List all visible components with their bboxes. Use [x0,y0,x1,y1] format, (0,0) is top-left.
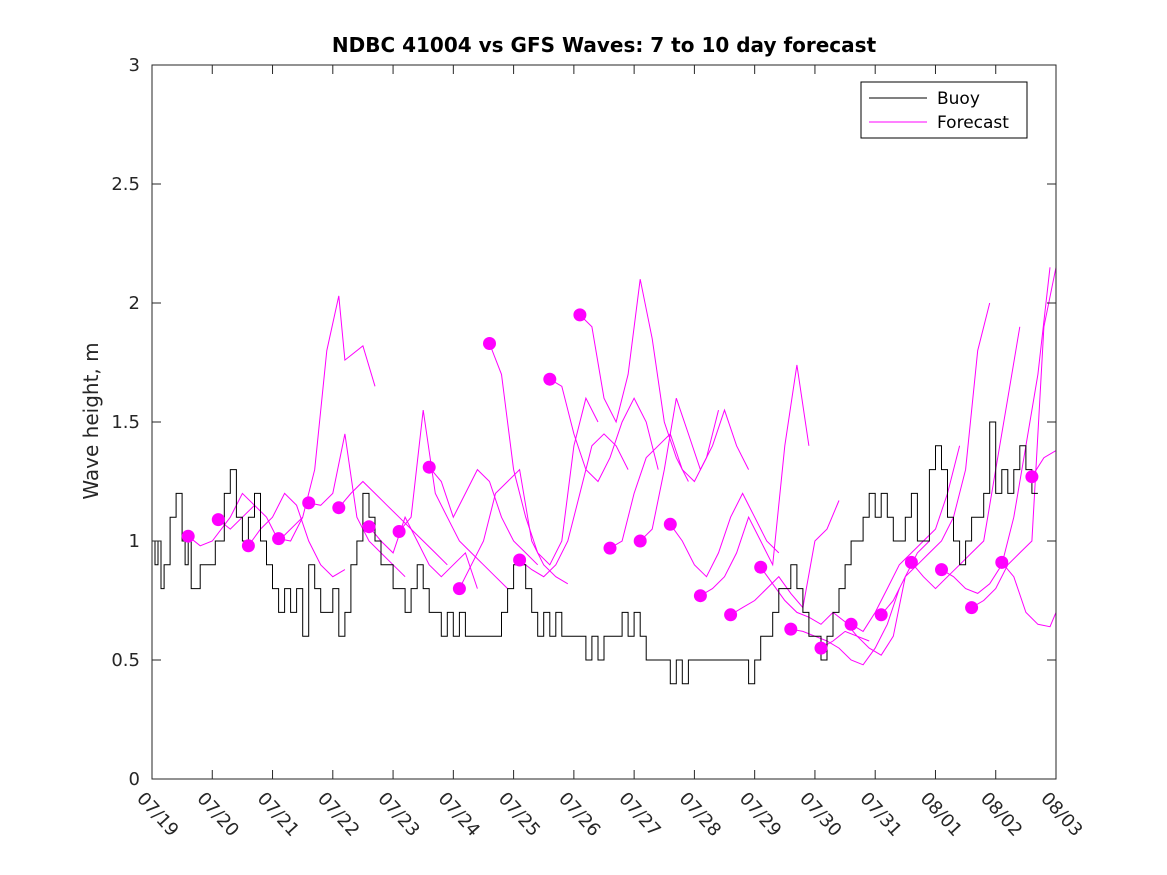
legend-forecast-label: Forecast [937,113,1009,133]
legend-box [860,81,1028,139]
x-tick-label: 07/23 [373,788,423,841]
x-tick-label: 08/01 [916,788,966,841]
forecast-start-point-14 [603,541,617,555]
forecast-line-4 [308,433,406,578]
forecast-start-point-4 [302,496,316,510]
y-tick-label: 1.5 [111,412,140,433]
forecast-start-point-3 [272,532,286,546]
y-tick-label: 0 [129,769,140,790]
forecast-line-16 [669,492,780,578]
x-tick-label: 07/29 [735,788,785,841]
forecast-line-12 [549,378,659,483]
forecast-start-point-16 [663,517,677,531]
forecast-start-point-11 [513,553,527,567]
x-tick-label: 07/21 [253,788,303,841]
y-tick-label: 3 [129,55,140,76]
x-tick-label: 07/31 [855,788,905,841]
forecast-line-18 [730,500,840,616]
x-tick-label: 08/03 [1036,788,1086,841]
forecast-start-point-10 [483,337,496,350]
x-tick-label: 08/02 [976,788,1026,841]
forecast-line-28 [1031,450,1057,477]
y-tick-label: 1 [129,531,140,552]
forecast-start-point-2 [241,539,255,553]
forecast-line-10 [489,343,599,566]
forecast-line-22 [850,445,961,633]
forecast-line-11 [519,433,629,578]
forecast-start-point-23 [874,608,888,622]
forecast-line-23 [880,302,991,616]
y-tick-label: 2 [129,293,140,314]
forecast-line-0 [187,492,255,547]
forecast-start-point-27 [995,555,1009,569]
x-tick-label: 07/27 [614,788,664,841]
forecast-start-point-8 [422,460,436,474]
forecast-start-point-6 [362,520,376,534]
chart-title: NDBC 41004 vs GFS Waves: 7 to 10 day for… [332,33,877,57]
forecast-start-point-13 [573,308,587,322]
forecast-start-point-7 [392,525,406,538]
forecast-start-point-25 [935,563,948,577]
legend-buoy-label: Buoy [937,89,980,109]
forecast-line-7 [398,410,508,589]
forecast-line-15 [639,398,750,542]
forecast-line-26 [971,267,1057,609]
x-tick-label: 07/30 [795,788,845,841]
x-tick-label: 07/24 [434,788,484,841]
forecast-start-point-5 [332,501,346,515]
x-tick-label: 07/26 [554,788,604,841]
forecast-start-point-17 [693,589,707,603]
forecast-start-point-26 [965,601,979,615]
forecast-start-point-18 [724,608,738,622]
forecast-line-25 [941,267,1051,594]
x-tick-label: 07/22 [313,788,363,841]
forecast-line-5 [338,480,448,566]
x-tick-label: 07/28 [675,788,725,841]
forecast-start-point-28 [1025,470,1039,484]
forecast-start-point-0 [181,529,195,543]
legend: Buoy Forecast [860,81,1028,139]
forecast-line-8 [428,466,539,566]
forecast-line-6 [368,515,478,589]
forecast-start-point-9 [452,582,466,596]
x-tick-label: 07/19 [132,788,182,841]
forecast-start-point-21 [814,641,828,655]
forecast-line-13 [579,279,689,482]
y-tick-label: 0.5 [111,650,140,671]
x-tick-label: 07/20 [193,788,243,841]
forecast-start-point-22 [844,617,858,631]
forecast-line-27 [1001,562,1057,628]
forecast-start-point-20 [784,622,798,636]
forecast-start-point-24 [904,555,918,569]
y-axis-label: Wave height, m [79,342,103,499]
buoy-line [152,421,1038,685]
forecast-start-point-19 [754,560,768,574]
y-tick-label: 2.5 [111,174,140,195]
x-tick-label: 07/25 [494,788,544,841]
forecast-start-point-15 [633,534,647,548]
plot-background [152,65,1056,779]
forecast-line-17 [700,364,810,597]
forecast-line-3 [278,295,376,542]
forecast-start-point-1 [211,513,225,527]
forecast-line-2 [247,492,346,578]
forecast-start-point-12 [543,372,557,386]
